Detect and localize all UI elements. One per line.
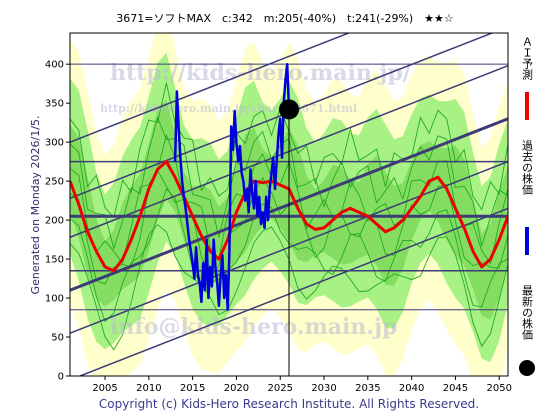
marker-layer bbox=[279, 99, 299, 376]
legend-swatch bbox=[519, 360, 535, 376]
x-tick-label: 2010 bbox=[136, 383, 161, 394]
x-tick-label: 2045 bbox=[443, 383, 468, 394]
x-tick-label: 2040 bbox=[399, 383, 424, 394]
legend-label: 過去の株価 bbox=[521, 140, 534, 195]
chart-title: 3671=ソフトMAX c:342 m:205(-40%) t:241(-29%… bbox=[116, 12, 454, 25]
y-tick-label: 50 bbox=[51, 333, 64, 344]
y-tick-label: 350 bbox=[45, 99, 64, 110]
x-tick-label: 2005 bbox=[92, 383, 117, 394]
x-tick-label: 2030 bbox=[311, 383, 336, 394]
y-tick-label: 100 bbox=[45, 294, 64, 305]
x-tick-label: 2025 bbox=[268, 383, 293, 394]
x-tick-label: 2035 bbox=[355, 383, 380, 394]
generated-date-label: Generated on Monday 2026/1/5. bbox=[29, 116, 42, 295]
past-price-line bbox=[173, 62, 291, 311]
trend-line bbox=[70, 33, 351, 143]
legend-label: 最新の株価 bbox=[521, 285, 534, 340]
watermark-email: info@kids-hero.main.jp bbox=[110, 314, 397, 340]
legend-label: ＡＩ予測 bbox=[521, 36, 534, 81]
copyright-text: Copyright (c) Kids-Hero Research Institu… bbox=[99, 397, 479, 411]
x-tick-label: 2050 bbox=[487, 383, 512, 394]
y-tick-label: 150 bbox=[45, 255, 64, 266]
x-tick-label: 2015 bbox=[180, 383, 205, 394]
plot-frame bbox=[69, 32, 509, 377]
y-tick-label: 200 bbox=[45, 216, 64, 227]
plot-area: http://kids-hero.main.jp/ http://kids-he… bbox=[70, 33, 508, 376]
current-price-marker bbox=[279, 99, 299, 120]
y-tick-label: 300 bbox=[45, 138, 64, 149]
y-axis-ticks: 0 50 100 150 200 250 300 350 400 bbox=[45, 60, 70, 383]
y-tick-label: 0 bbox=[58, 372, 64, 383]
x-axis-ticks: 2005 2010 2015 2020 2025 2030 2035 2040 2045 2050 bbox=[92, 376, 512, 394]
y-tick-label: 400 bbox=[45, 60, 64, 71]
y-tick-label: 250 bbox=[45, 177, 64, 188]
watermark-chart-url: http://kids-hero.main.jp/chart/c3671.htm… bbox=[100, 102, 357, 115]
x-tick-label: 2020 bbox=[224, 383, 249, 394]
